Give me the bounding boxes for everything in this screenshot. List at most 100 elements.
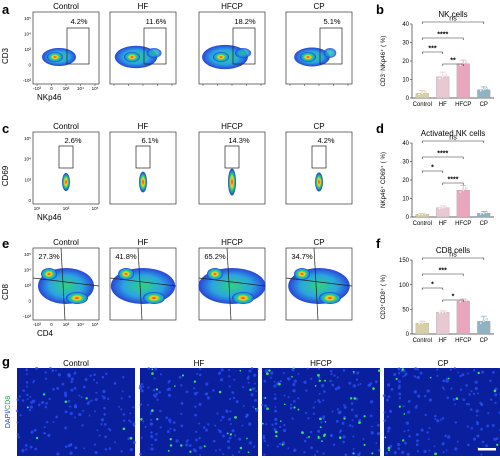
nucleus-dot — [198, 367, 202, 371]
nucleus-dot — [413, 390, 418, 394]
nucleus-dot — [314, 454, 317, 457]
cd8-dot — [140, 417, 143, 421]
cd8-dot — [384, 436, 387, 439]
nucleus-dot — [193, 387, 196, 390]
nucleus-dot — [254, 398, 257, 402]
nucleus-dot — [196, 391, 199, 394]
nucleus-dot — [416, 368, 420, 371]
cd8-dot — [378, 369, 381, 372]
panel-letter-e: e — [2, 236, 9, 251]
nucleus-dot — [186, 439, 189, 442]
nucleus-dot — [264, 369, 269, 373]
nucleus-dot — [128, 395, 131, 398]
x-tick-label: CP — [480, 338, 488, 344]
nucleus-dot — [78, 412, 82, 417]
nucleus-dot — [228, 436, 232, 440]
nucleus-dot — [465, 402, 469, 406]
nucleus-dot — [127, 437, 130, 440]
flow-x-label: CD4 — [37, 329, 54, 338]
nucleus-dot — [476, 414, 479, 417]
nucleus-dot — [362, 438, 365, 440]
nucleus-dot — [357, 453, 361, 457]
nucleus-dot — [452, 397, 456, 402]
nucleus-dot — [212, 389, 215, 392]
nucleus-dot — [321, 384, 325, 388]
nucleus-dot — [386, 415, 389, 418]
flow-population-nk — [234, 48, 252, 58]
bar-chart-title: CD8 cells — [436, 246, 470, 255]
nucleus-dot — [32, 379, 36, 383]
nucleus-dot — [401, 450, 405, 454]
nucleus-dot — [466, 425, 469, 428]
nucleus-dot — [222, 434, 226, 438]
y-tick-label: 30 — [402, 160, 409, 166]
cd8-dot — [477, 371, 480, 375]
nucleus-dot — [138, 386, 143, 390]
nucleus-dot — [413, 375, 417, 378]
nucleus-dot — [322, 399, 325, 402]
nucleus-dot — [147, 403, 150, 406]
nucleus-dot — [474, 386, 478, 391]
nucleus-dot — [331, 410, 334, 413]
nucleus-dot — [383, 411, 386, 414]
flow-gate-percent: 34.7% — [291, 252, 313, 261]
cd8-dot — [234, 415, 237, 419]
nucleus-dot — [342, 435, 346, 439]
nucleus-dot — [25, 368, 28, 372]
nucleus-dot — [356, 371, 360, 375]
nucleus-dot — [231, 391, 235, 394]
cd8-dot — [42, 393, 46, 396]
flow-quadrant-h — [198, 277, 266, 287]
nucleus-dot — [101, 375, 105, 379]
flow-plot-frame — [32, 11, 100, 85]
nucleus-dot — [323, 390, 326, 393]
micro-panel-hf: HF — [138, 359, 259, 457]
cd8-dot — [371, 452, 374, 455]
nucleus-dot — [397, 447, 401, 450]
nucleus-dot — [453, 367, 456, 370]
flow-group-label: HF — [138, 238, 149, 247]
cd8-dot — [447, 377, 450, 380]
nucleus-dot — [423, 449, 427, 454]
nucleus-dot — [390, 387, 394, 391]
nucleus-dot — [28, 408, 32, 412]
nucleus-dot — [423, 395, 427, 398]
flow-y-tick: 10⁴ — [24, 157, 31, 162]
cd8-dot — [363, 443, 366, 446]
nucleus-dot — [117, 405, 120, 408]
nucleus-dot — [150, 431, 153, 434]
nucleus-dot — [114, 441, 117, 444]
cd8-dot — [434, 452, 437, 456]
nucleus-dot — [49, 366, 52, 370]
flow-population-core — [47, 52, 63, 62]
data-point — [438, 77, 441, 80]
cd8-dot — [167, 449, 170, 452]
nucleus-dot — [316, 450, 319, 453]
nucleus-dot — [454, 403, 457, 406]
flow-plot-cp: CP 5.1% — [285, 2, 353, 86]
nucleus-dot — [16, 421, 19, 424]
x-tick-label: HFCP — [455, 221, 471, 227]
nucleus-dot — [132, 406, 135, 409]
nucleus-dot — [165, 416, 169, 420]
nucleus-dot — [310, 446, 314, 450]
nucleus-dot — [494, 387, 498, 391]
nucleus-dot — [25, 448, 28, 451]
nucleus-dot — [441, 416, 445, 420]
nucleus-dot — [141, 382, 144, 386]
nucleus-dot — [250, 367, 254, 370]
nucleus-dot — [21, 448, 25, 453]
significance-label: * — [452, 294, 455, 301]
nucleus-dot — [122, 413, 126, 416]
nucleus-dot — [248, 441, 252, 445]
nucleus-dot — [42, 401, 45, 404]
data-point — [482, 319, 485, 323]
data-point — [462, 188, 465, 192]
cd8-dot — [156, 418, 159, 421]
flow-gate — [135, 145, 151, 169]
nucleus-dot — [472, 369, 476, 372]
cd8-dot — [297, 408, 300, 411]
nucleus-dot — [18, 395, 22, 398]
